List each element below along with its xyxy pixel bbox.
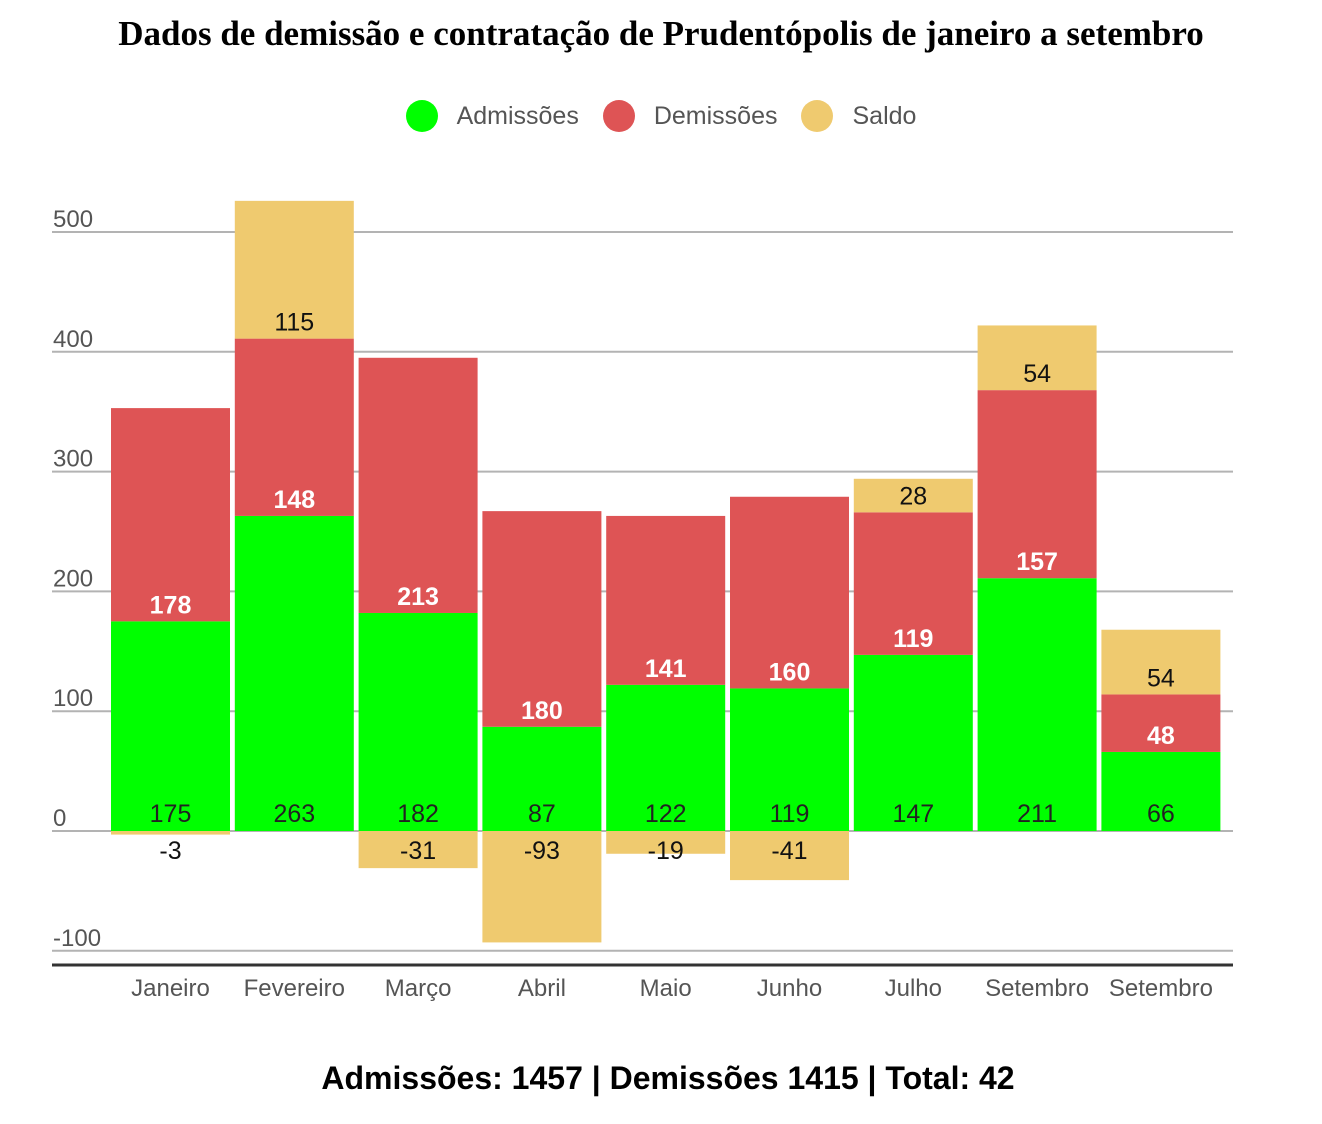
- data-label-demissoes: 213: [397, 583, 439, 611]
- bar-admissoes: [853, 654, 973, 831]
- data-label-admissoes: 119: [770, 800, 810, 828]
- data-label-demissoes: 48: [1147, 722, 1175, 750]
- data-label-admissoes: 66: [1147, 800, 1175, 828]
- data-label-admissoes: 182: [397, 800, 439, 828]
- data-label-demissoes: 160: [769, 658, 811, 686]
- data-label-saldo: -3: [159, 837, 181, 865]
- data-label-demissoes: 148: [273, 486, 315, 514]
- legend-item-saldo: Saldo: [801, 100, 916, 132]
- x-tick-label: Janeiro: [131, 975, 210, 1002]
- bar-demissoes: [730, 496, 849, 689]
- data-label-admissoes: 263: [273, 800, 315, 828]
- data-label-demissoes: 119: [893, 625, 933, 653]
- bar-demissoes: [977, 390, 1097, 579]
- legend: Admissões Demissões Saldo: [0, 100, 1322, 132]
- legend-item-demissoes: Demissões: [602, 100, 778, 132]
- data-label-saldo: -31: [400, 837, 436, 865]
- bar-demissoes: [853, 512, 973, 655]
- data-label-saldo: -19: [648, 837, 684, 865]
- data-label-demissoes: 180: [521, 697, 563, 725]
- y-tick-label: 100: [53, 685, 93, 712]
- bar-demissoes: [358, 357, 478, 613]
- bar-admissoes: [111, 621, 230, 831]
- bar-saldo: [358, 831, 478, 869]
- bar-saldo: [606, 831, 726, 854]
- y-tick-label: 300: [53, 446, 93, 473]
- data-label-saldo: -93: [524, 837, 560, 865]
- legend-label-saldo: Saldo: [852, 101, 917, 130]
- legend-label-admissoes: Admissões: [456, 101, 579, 130]
- x-tick-label: Fevereiro: [244, 975, 345, 1002]
- bar-saldo: [482, 831, 602, 943]
- legend-swatch-demissoes: [602, 100, 635, 132]
- bar-demissoes: [482, 511, 602, 727]
- data-label-saldo: 28: [899, 482, 927, 510]
- x-tick-label: Setembro: [985, 975, 1089, 1002]
- bar-saldo: [977, 325, 1097, 391]
- bar-admissoes: [482, 726, 602, 831]
- data-label-demissoes: 178: [150, 591, 192, 619]
- x-tick-label: Março: [385, 975, 452, 1002]
- legend-swatch-admissoes: [405, 100, 438, 132]
- x-tick-label: Setembro: [1109, 975, 1213, 1002]
- legend-swatch-saldo: [801, 100, 834, 132]
- y-tick-label: 200: [53, 565, 93, 592]
- bar-admissoes: [730, 688, 849, 831]
- data-label-saldo: 54: [1023, 360, 1051, 388]
- data-label-admissoes: 175: [150, 800, 192, 828]
- legend-label-demissoes: Demissões: [653, 101, 778, 130]
- bar-admissoes: [358, 612, 478, 831]
- x-tick-label: Maio: [640, 975, 692, 1002]
- data-label-admissoes: 87: [528, 800, 556, 828]
- bar-admissoes: [1101, 751, 1221, 831]
- legend-item-admissoes: Admissões: [405, 100, 579, 132]
- data-label-admissoes: 211: [1017, 800, 1057, 828]
- bar-saldo: [234, 200, 354, 339]
- bar-saldo: [1101, 629, 1221, 695]
- y-tick-label: 500: [53, 206, 93, 233]
- bar-admissoes: [234, 515, 354, 831]
- bar-demissoes: [234, 338, 354, 516]
- y-tick-label: -100: [53, 925, 101, 952]
- footer-summary: Admissões: 1457 | Demissões 1415 | Total…: [321, 1060, 1015, 1096]
- data-label-saldo: -41: [771, 837, 807, 865]
- bar-admissoes: [606, 684, 726, 831]
- bar-demissoes: [1101, 694, 1221, 752]
- data-label-admissoes: 147: [892, 800, 934, 828]
- x-tick-label: Julho: [885, 975, 942, 1002]
- bar-saldo: [111, 831, 230, 835]
- bar-saldo: [853, 478, 973, 513]
- data-label-demissoes: 141: [645, 655, 687, 683]
- data-label-admissoes: 122: [645, 800, 687, 828]
- data-label-saldo: 54: [1147, 664, 1175, 692]
- x-tick-label: Junho: [757, 975, 822, 1002]
- x-tick-label: Abril: [518, 975, 566, 1002]
- bar-saldo: [730, 831, 849, 881]
- bar-admissoes: [977, 578, 1097, 831]
- bar-demissoes: [606, 515, 726, 685]
- y-tick-label: 400: [53, 326, 93, 353]
- chart-plot: -100 0 100 200 300 400 500 175 178 -3 Janeiro 263 14…: [52, 200, 1233, 1002]
- data-label-demissoes: 157: [1016, 548, 1058, 576]
- data-label-saldo: 115: [274, 309, 314, 337]
- chart-title: Dados de demissão e contratação de Prude…: [118, 14, 1204, 53]
- y-tick-label: 0: [53, 805, 66, 832]
- bar-demissoes: [111, 408, 230, 622]
